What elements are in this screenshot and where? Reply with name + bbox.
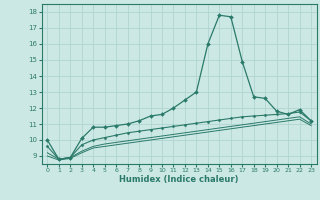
- X-axis label: Humidex (Indice chaleur): Humidex (Indice chaleur): [119, 175, 239, 184]
